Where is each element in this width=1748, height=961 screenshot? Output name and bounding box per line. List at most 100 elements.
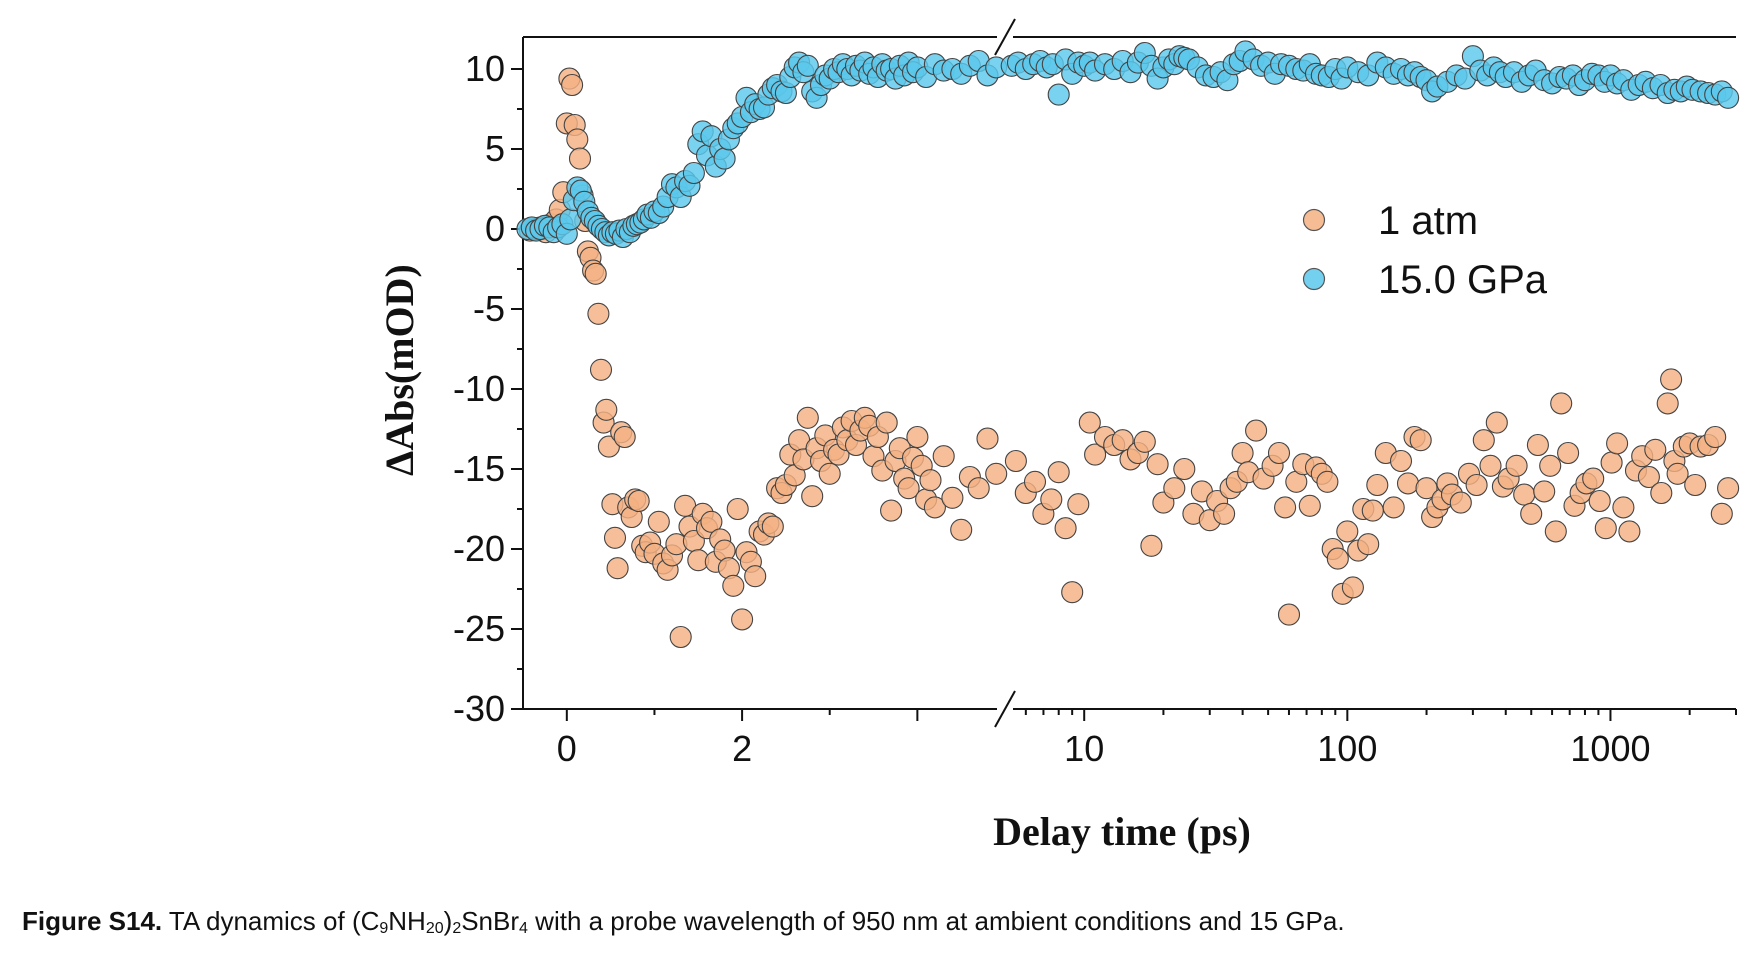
x-axis-ticks: 0 2 10 100 1000 — [557, 709, 1737, 769]
data-point — [1449, 491, 1472, 514]
figure-caption-text: SnBr — [461, 906, 520, 936]
data-point — [796, 406, 819, 429]
data-point — [669, 625, 692, 649]
data-point — [1277, 603, 1301, 626]
x-tick-label: 100 — [1317, 728, 1377, 769]
data-point — [1341, 576, 1364, 599]
subscript: 20 — [425, 920, 444, 937]
data-point — [1479, 454, 1502, 477]
data-point — [1710, 502, 1733, 525]
y-tick-label: 5 — [485, 128, 505, 169]
data-point — [1526, 433, 1549, 457]
legend-label-15-gpa: 15.0 GPa — [1378, 258, 1548, 302]
data-point — [1140, 534, 1163, 557]
legend-label-1-atm: 1 atm — [1378, 199, 1478, 243]
ta-dynamics-chart: 10 5 0 -5 -10 -15 -20 -25 -30 0 2 10 100 1000 1 atm … — [377, 18, 1740, 854]
data-point — [1684, 473, 1707, 497]
data-point — [595, 398, 618, 421]
x-tick-label: 0 — [557, 728, 577, 769]
data-point — [1594, 517, 1617, 540]
data-point — [1650, 481, 1673, 505]
data-point — [880, 499, 903, 522]
data-point — [932, 445, 955, 468]
data-point — [1582, 467, 1605, 490]
data-point — [1544, 520, 1567, 543]
data-point — [906, 425, 929, 449]
data-point — [1618, 520, 1641, 543]
y-tick-label: -30 — [453, 688, 505, 729]
y-tick-label: -5 — [473, 288, 505, 329]
data-point — [1550, 392, 1573, 415]
data-point — [1054, 517, 1077, 540]
data-point — [1231, 441, 1254, 465]
data-point — [1612, 496, 1635, 519]
figure-caption-text: TA dynamics of (C — [162, 906, 380, 936]
data-point — [1133, 430, 1156, 453]
data-point — [566, 128, 589, 151]
subscript: 4 — [519, 920, 528, 937]
data-point — [700, 510, 723, 533]
data-point — [1505, 454, 1528, 477]
data-point — [603, 526, 627, 549]
data-point — [1389, 449, 1413, 473]
data-point — [744, 565, 767, 588]
x-tick-label: 10 — [1064, 728, 1104, 769]
data-point — [1163, 477, 1186, 500]
y-tick-label: -15 — [453, 448, 505, 489]
data-point — [1173, 457, 1196, 481]
x-axis-title: Delay time (ps) — [993, 809, 1251, 854]
data-point — [1637, 465, 1660, 489]
y-tick-label: 0 — [485, 208, 505, 249]
legend-marker-15-gpa — [1302, 267, 1326, 291]
y-tick-label: 10 — [465, 48, 505, 89]
data-point — [561, 73, 584, 97]
data-point — [1717, 86, 1740, 109]
data-point — [1047, 83, 1070, 106]
data-point — [1644, 438, 1667, 461]
data-point — [1004, 449, 1027, 473]
data-point — [1533, 480, 1556, 503]
data-point — [606, 557, 629, 580]
data-point — [1245, 419, 1268, 442]
figure-caption-text: NH — [388, 906, 426, 936]
data-point — [1267, 441, 1291, 465]
data-point — [1382, 496, 1405, 519]
data-point — [796, 54, 819, 77]
data-point — [1415, 477, 1438, 500]
data-point — [1717, 477, 1740, 500]
data-point — [1520, 502, 1543, 525]
data-point — [919, 469, 942, 492]
data-point — [722, 574, 745, 597]
data-point — [1326, 547, 1349, 570]
data-point — [1472, 429, 1495, 452]
data-point — [1361, 499, 1384, 522]
data-point — [731, 608, 754, 631]
data-point — [1316, 470, 1339, 493]
data-point — [1146, 453, 1169, 476]
data-point — [1409, 429, 1432, 452]
x-tick-label: 2 — [732, 728, 752, 769]
data-point — [1660, 368, 1683, 391]
axis-break-mark-bottom — [994, 690, 1016, 728]
data-point — [682, 161, 705, 185]
data-point — [761, 515, 784, 538]
y-tick-label: -25 — [453, 608, 505, 649]
data-point — [1084, 443, 1107, 466]
data-point — [1078, 411, 1101, 434]
y-axis-title: ΔAbs(mOD) — [377, 264, 422, 476]
data-point — [967, 477, 990, 500]
data-point — [1061, 581, 1084, 604]
data-point — [1396, 472, 1420, 495]
data-point — [1513, 483, 1536, 506]
figure-caption: Figure S14. TA dynamics of (C9NH20)2SnBr… — [22, 906, 1345, 938]
data-point — [1067, 493, 1090, 516]
data-point — [1298, 494, 1321, 517]
axis-break-mark-top — [994, 18, 1016, 56]
data-point — [1557, 441, 1580, 465]
legend-marker-1-atm — [1302, 208, 1326, 232]
data-point — [1111, 429, 1134, 452]
data-point — [589, 358, 613, 381]
y-tick-label: -10 — [453, 368, 505, 409]
subscript: 9 — [379, 920, 389, 937]
data-point — [976, 427, 999, 450]
